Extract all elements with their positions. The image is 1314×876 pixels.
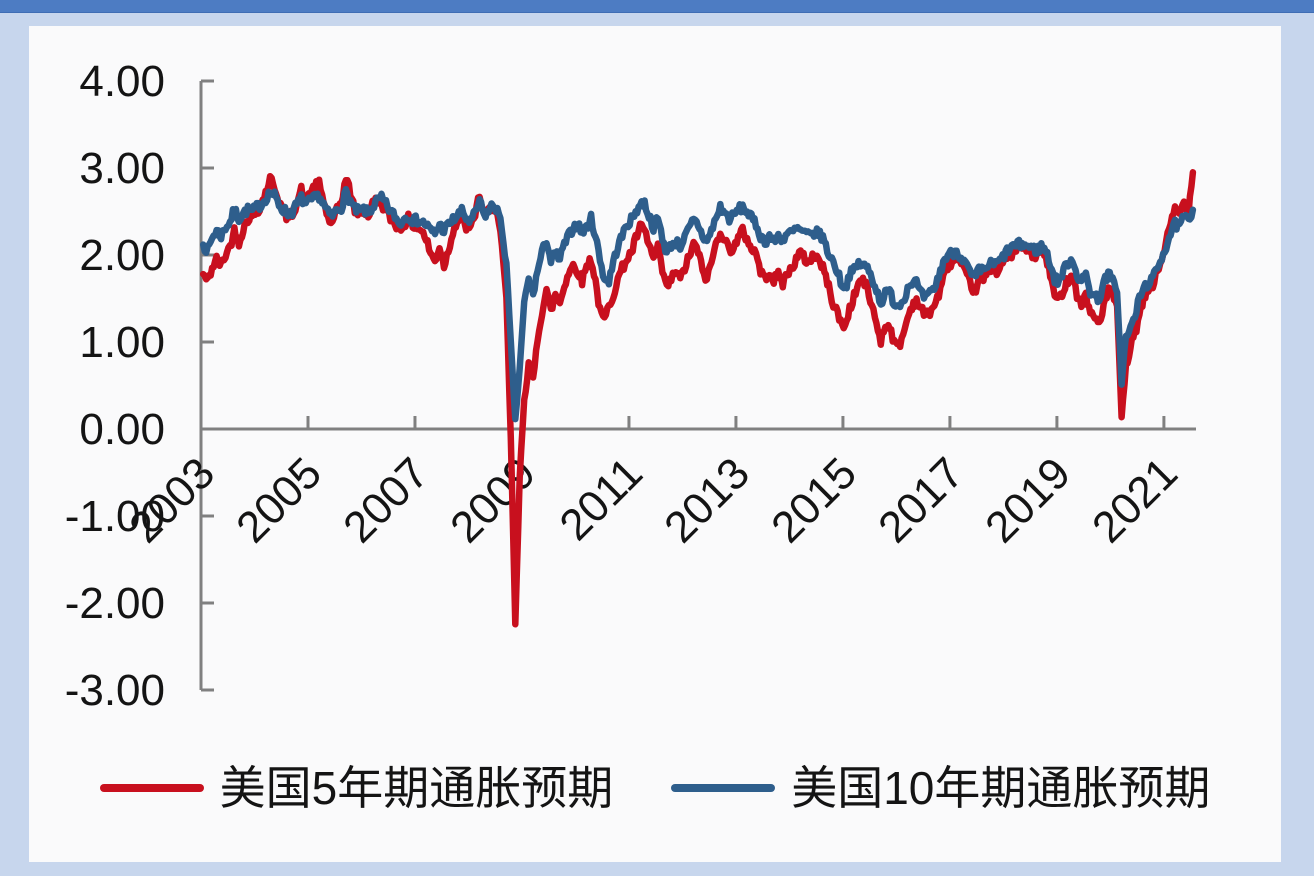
y-axis-tick-label: 3.00 bbox=[79, 144, 165, 193]
legend-item-us-5y: 美国5年期通胀预期 bbox=[99, 762, 614, 814]
series-line-us-5y bbox=[199, 169, 1197, 628]
x-axis-tick-label: 2015 bbox=[762, 448, 866, 552]
x-axis-tick-label: 2013 bbox=[655, 448, 759, 552]
x-axis-tick-label: 2011 bbox=[550, 448, 652, 550]
series-line-us-10y bbox=[199, 185, 1197, 423]
chart-legend: 美国5年期通胀预期 美国10年期通胀预期 bbox=[29, 762, 1281, 814]
legend-label-us-10y: 美国10年期通胀预期 bbox=[791, 762, 1211, 814]
x-axis-tick-label: 2007 bbox=[334, 448, 438, 552]
x-axis-tick-label: 2019 bbox=[976, 448, 1080, 552]
x-axis-tick-label: 2009 bbox=[441, 448, 545, 552]
legend-item-us-10y: 美国10年期通胀预期 bbox=[671, 765, 1210, 811]
y-axis-tick-label: -3.00 bbox=[65, 666, 165, 715]
y-axis-tick-label: -1.00 bbox=[65, 492, 165, 541]
y-axis-tick-label: 2.00 bbox=[79, 231, 165, 280]
y-axis-tick-label: 1.00 bbox=[79, 318, 165, 367]
legend-label-us-5y: 美国5年期通胀预期 bbox=[219, 762, 614, 814]
y-axis-tick-label: 4.00 bbox=[79, 57, 165, 106]
window-top-bar bbox=[0, 0, 1314, 13]
x-axis-tick-label: 2005 bbox=[227, 448, 331, 552]
x-axis-tick-label: 2017 bbox=[869, 448, 973, 552]
x-axis-tick-label: 2021 bbox=[1083, 448, 1187, 552]
y-axis-tick-label: 0.00 bbox=[79, 405, 165, 454]
y-axis-tick-label: -2.00 bbox=[65, 579, 165, 628]
legend-swatch-us-10y bbox=[671, 784, 776, 792]
legend-swatch-us-5y bbox=[99, 784, 204, 792]
chart-panel bbox=[29, 26, 1281, 862]
